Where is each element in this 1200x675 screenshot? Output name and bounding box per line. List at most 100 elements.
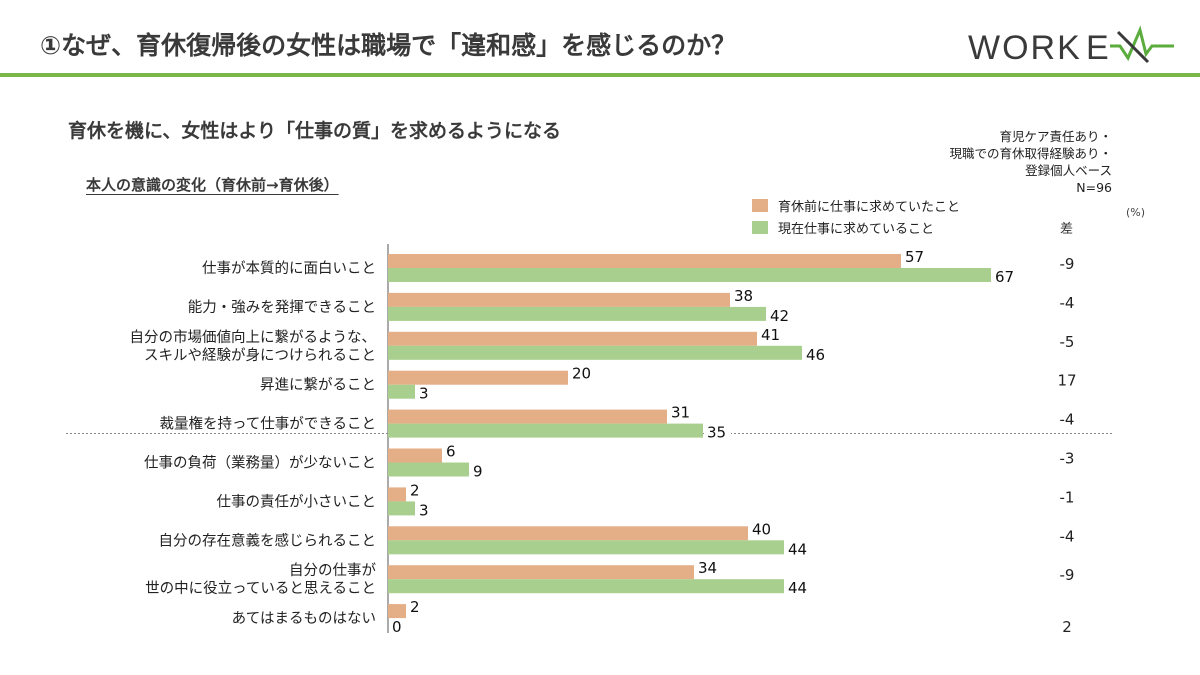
category-label: 自分の存在意義を感じられること [159, 531, 377, 549]
data-label-bg [417, 386, 433, 403]
logo-x-mark [1110, 25, 1174, 62]
data-label-before: 6 [446, 443, 456, 461]
data-label-after: 35 [707, 424, 726, 442]
data-label-after: 9 [473, 463, 483, 481]
category-label: 自分の市場価値向上に繋がるような、 [130, 329, 377, 346]
unit-label: (%) [1126, 206, 1146, 219]
legend-item-before: 育休前に仕事に求めていたこと [752, 194, 960, 216]
diff-value: -9 [1060, 566, 1075, 584]
data-label-bg [750, 522, 776, 539]
legend-swatch-before [752, 198, 768, 212]
diff-value: -9 [1060, 255, 1075, 273]
legend-label-before: 育休前に仕事に求めていたこと [778, 199, 961, 215]
data-label-before: 41 [761, 326, 780, 344]
category-label: 自分の仕事が [289, 562, 376, 579]
data-label-bg [804, 347, 830, 364]
data-label-before: 2 [410, 481, 420, 499]
chart-subtitle: 育休を機に、女性はより「仕事の質」を求めるようになる [68, 120, 562, 142]
data-label-after: 44 [788, 579, 807, 597]
category-label: 昇進に繋がること [260, 377, 376, 394]
data-label-after: 46 [806, 346, 825, 364]
category-label: 仕事が本質的に面白いこと [202, 259, 376, 277]
bar-after [388, 462, 469, 477]
bar-before [388, 409, 667, 424]
bar-before [388, 370, 568, 385]
data-label-bg [669, 405, 695, 422]
sample-note-line: 登録個人ベース [1025, 163, 1112, 178]
diff-value: -1 [1060, 488, 1075, 506]
bar-after [388, 540, 784, 555]
bar-before [388, 448, 442, 463]
category-label: スキルや経験が身につけられること [144, 347, 376, 364]
data-label-bg [903, 250, 929, 266]
data-label-bg [786, 581, 812, 598]
data-label-after: 3 [419, 501, 429, 519]
bar-before [388, 487, 406, 502]
data-label-before: 20 [572, 365, 591, 383]
data-label-bg [993, 270, 1019, 286]
bar-after [388, 268, 991, 282]
bar-before [388, 331, 757, 346]
data-label-before: 34 [698, 559, 717, 577]
sample-note-line: N=96 [1076, 180, 1112, 195]
data-label-bg [444, 444, 460, 461]
data-label-before: 2 [410, 598, 420, 616]
bar-before [388, 292, 730, 307]
bar-after [388, 345, 802, 360]
bar-before [388, 526, 748, 541]
chart-legend: 育休前に仕事に求めていたこと 現在仕事に求めていること [752, 194, 960, 238]
data-label-before: 38 [734, 287, 753, 305]
data-label-bg [408, 600, 424, 617]
data-label-bg [786, 542, 812, 559]
bar-before [388, 604, 406, 619]
logo-e: E [1086, 29, 1109, 67]
data-label-bg [732, 288, 758, 305]
data-label-before: 57 [905, 248, 924, 266]
bar-after [388, 423, 703, 438]
data-label-bg [417, 503, 433, 520]
category-label: 能力・強みを発揮できること [188, 299, 376, 316]
data-label-before: 40 [752, 520, 771, 538]
diff-value: -3 [1060, 450, 1075, 468]
data-label-after: 67 [995, 268, 1014, 286]
diff-column-header: 差 [1060, 222, 1074, 237]
data-label-bg [768, 308, 794, 325]
category-label: 仕事の責任が小さいこと [217, 493, 377, 510]
bar-before [388, 254, 901, 268]
category-label: 世の中に役立っていると思えること [145, 580, 376, 597]
data-label-bg [570, 366, 596, 383]
category-label: 仕事の負荷（業務量）が少ないこと [144, 455, 376, 472]
bar-before [388, 565, 694, 580]
data-label-bg [759, 327, 785, 344]
data-label-bg [705, 425, 731, 442]
logo-text: WORK [968, 29, 1082, 67]
legend-item-after: 現在仕事に求めていること [752, 216, 960, 238]
data-label-after: 44 [788, 540, 807, 558]
data-label-before: 31 [671, 404, 690, 422]
page-title: ①なぜ、育休復帰後の女性は職場で「違和感」を感じるのか？ [40, 31, 737, 60]
sample-note: 育児ケア責任あり・ 現職での育休取得経験あり・ 登録個人ベース N=96 [949, 128, 1112, 196]
workex-logo: WORK E [968, 25, 1174, 67]
diff-value: -5 [1060, 333, 1075, 351]
bar-after [388, 501, 415, 516]
sample-note-line: 育児ケア責任あり・ [999, 129, 1112, 144]
legend-label-after: 現在仕事に求めていること [778, 221, 935, 237]
diff-value: 2 [1062, 618, 1072, 636]
category-label: 裁量権を持って仕事ができること [160, 416, 376, 433]
bar-after [388, 306, 766, 321]
data-label-bg [390, 620, 406, 637]
diff-value: -4 [1060, 411, 1075, 429]
diff-value: -4 [1060, 527, 1075, 545]
data-label-after: 3 [419, 385, 429, 403]
diff-value: -4 [1060, 294, 1075, 312]
data-label-bg [408, 483, 424, 500]
data-label-bg [471, 464, 487, 481]
diff-value: 17 [1057, 372, 1076, 390]
data-label-after: 42 [770, 307, 789, 325]
bar-after [388, 579, 784, 594]
category-label: あてはまるものはない [232, 610, 376, 627]
data-label-after: 0 [392, 618, 402, 636]
header-divider [0, 73, 1200, 77]
legend-swatch-after [752, 220, 768, 234]
